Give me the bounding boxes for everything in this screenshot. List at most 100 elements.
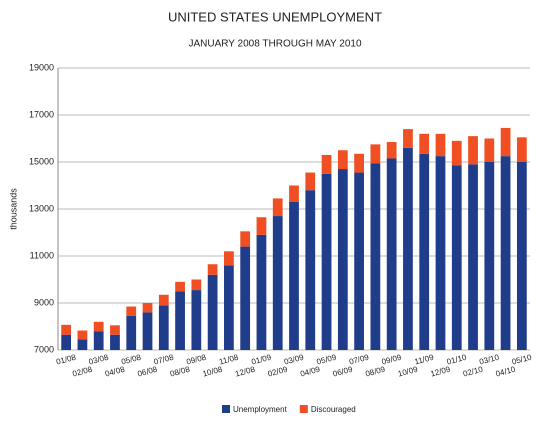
bar-segment (386, 158, 397, 350)
bar-segment (354, 172, 364, 350)
bar-segment (207, 274, 218, 350)
bar-segment (419, 133, 430, 154)
bar-segment (224, 251, 234, 266)
bar-segment (516, 137, 527, 162)
bar-segment (451, 165, 462, 350)
bar-segment (435, 156, 446, 350)
legend-swatch (222, 405, 230, 413)
y-tick-label: 11000 (30, 250, 54, 260)
bar-segment (289, 201, 299, 350)
x-tick-label: 01/09 (251, 353, 273, 367)
bar-segment (370, 163, 381, 350)
bar-segment (142, 303, 153, 313)
y-tick-label: 7000 (34, 344, 54, 354)
bar-segment (272, 198, 283, 217)
bar-segment (240, 246, 251, 350)
bar-segment (403, 147, 413, 350)
x-tick-label: 03/09 (283, 353, 305, 367)
x-tick-label: 06/08 (137, 365, 159, 379)
y-axis-label: thousands (8, 188, 18, 230)
bar-segment (484, 138, 495, 162)
bar-segment (386, 142, 397, 159)
bar-segment (370, 144, 381, 164)
bar-segment (435, 133, 446, 157)
bar-segment (77, 330, 88, 340)
x-tick-label: 09/09 (381, 353, 403, 367)
bar-segment (321, 173, 332, 350)
x-tick-label: 12/09 (430, 365, 452, 379)
bar-segment (175, 281, 185, 292)
bar-segment (468, 164, 478, 350)
bar-segment (337, 169, 348, 350)
bar-segment (468, 136, 478, 165)
bar-segment (256, 217, 267, 235)
x-tick-label: 01/10 (446, 353, 468, 367)
bar-segment (305, 172, 316, 191)
x-tick-label: 06/09 (332, 365, 354, 379)
x-tick-label: 04/10 (495, 365, 517, 379)
bar-segment (207, 264, 218, 275)
x-tick-label: 01/08 (55, 353, 77, 367)
x-tick-label: 07/09 (348, 353, 370, 367)
x-tick-label: 11/09 (414, 353, 436, 367)
bar-segment (516, 162, 527, 350)
bar-segment (321, 154, 332, 174)
x-tick-label: 05/10 (511, 353, 533, 367)
x-tick-label: 11/08 (218, 353, 240, 367)
bar-segment (354, 153, 364, 173)
x-tick-label: 04/08 (104, 365, 126, 379)
bar-segment (224, 265, 234, 350)
x-tick-label: 02/10 (462, 365, 484, 379)
x-tick-label: 12/08 (234, 365, 256, 379)
legend-label: Discouraged (311, 405, 356, 414)
bar-segment (93, 331, 104, 350)
bar-segment (61, 334, 72, 350)
x-tick-label: 03/10 (478, 353, 500, 367)
bar-segment (191, 290, 202, 350)
bar-segment (126, 306, 137, 316)
bar-segment (110, 334, 120, 350)
x-tick-label: 02/09 (267, 365, 289, 379)
bar-segment (77, 339, 88, 350)
legend-swatch (299, 405, 308, 413)
x-tick-label: 09/08 (185, 353, 207, 367)
bar-segment (158, 294, 169, 306)
bar-segment (403, 129, 413, 148)
bar-segment (175, 291, 185, 350)
bar-segment (256, 234, 267, 350)
bar-segment (142, 312, 153, 350)
bar-segment (419, 153, 430, 350)
legend-label: Unemployment (233, 405, 288, 414)
bar-segment (484, 162, 495, 350)
bar-segment (61, 324, 72, 335)
x-tick-label: 10/08 (202, 365, 224, 379)
y-tick-label: 15000 (29, 156, 54, 166)
x-tick-label: 08/08 (169, 365, 191, 379)
y-tick-label: 9000 (34, 297, 54, 307)
x-tick-label: 05/09 (316, 353, 338, 367)
x-tick-label: 02/08 (71, 365, 93, 379)
x-tick-label: 10/09 (397, 365, 419, 379)
bar-segment (337, 150, 348, 170)
bar-segment (451, 140, 462, 166)
bar-segment (500, 156, 511, 350)
y-tick-label: 19000 (29, 62, 54, 72)
chart-title: UNITED STATES UNEMPLOYMENT (168, 9, 382, 24)
bar-segment (158, 305, 169, 350)
bar-segment (305, 190, 316, 350)
x-tick-label: 03/08 (88, 353, 110, 367)
x-tick-label: 08/09 (364, 365, 386, 379)
bar-segment (126, 315, 137, 350)
chart-subtitle: JANUARY 2008 THROUGH MAY 2010 (188, 39, 361, 50)
bar-segment (191, 279, 202, 291)
bar-segment (110, 325, 120, 335)
x-tick-label: 04/09 (299, 365, 321, 379)
x-tick-label: 05/08 (120, 353, 142, 367)
bar-segment (289, 185, 299, 202)
bar-segment (240, 231, 251, 247)
y-tick-label: 13000 (29, 203, 54, 213)
x-tick-label: 07/08 (153, 353, 175, 367)
y-tick-label: 17000 (29, 109, 54, 119)
bar-segment (500, 127, 511, 157)
